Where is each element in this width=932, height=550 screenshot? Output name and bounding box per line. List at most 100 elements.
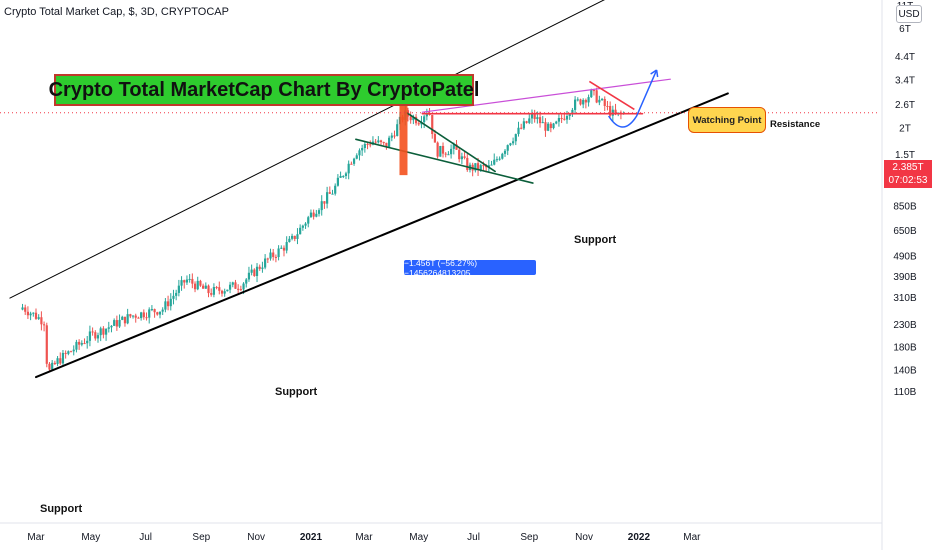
candle-body	[148, 309, 151, 318]
candle-body	[533, 113, 536, 120]
candle-body	[412, 116, 415, 121]
candle-body	[301, 225, 304, 228]
candle-body	[355, 155, 358, 159]
candle-body	[134, 315, 137, 318]
candle-body	[183, 280, 186, 283]
candle-body	[339, 176, 342, 178]
candle-body	[568, 114, 571, 117]
candle-body	[255, 266, 259, 277]
currency-button[interactable]: USD	[896, 5, 922, 23]
candle-body	[245, 279, 248, 284]
candle-body	[91, 331, 94, 333]
y-tick-label: 650B	[893, 226, 917, 237]
candle-body	[307, 217, 310, 224]
candle-body	[433, 133, 437, 143]
candle-body	[150, 309, 154, 311]
candle-body	[56, 358, 59, 365]
candle-body	[193, 283, 197, 290]
candle-body	[352, 158, 356, 164]
candle-body	[145, 317, 148, 319]
candle-body	[299, 227, 302, 235]
candle-body	[158, 311, 162, 315]
x-tick-label: 2021	[300, 532, 323, 543]
candle-body	[320, 201, 323, 211]
candle-body	[212, 287, 216, 295]
candle-body	[390, 135, 393, 138]
candle-body	[72, 349, 75, 352]
candle-body	[463, 156, 466, 158]
candle-body	[123, 316, 127, 324]
candle-body	[177, 285, 180, 293]
watching-point-pointer	[588, 80, 635, 111]
candle-body	[579, 99, 582, 105]
y-tick-label: 2T	[899, 124, 911, 135]
wedge-upper-line	[406, 112, 496, 173]
candle-body	[614, 109, 617, 114]
candle-body	[202, 285, 205, 289]
y-tick-label: 3.4T	[895, 76, 915, 87]
candle-body	[582, 99, 585, 105]
candle-body	[490, 164, 493, 166]
candle-body	[336, 177, 339, 186]
candle-body	[600, 98, 604, 100]
candle-body	[587, 97, 590, 103]
candle-body	[80, 343, 83, 345]
candle-body	[479, 165, 482, 170]
candle-body	[21, 307, 24, 310]
support-label-1: Support	[40, 503, 83, 515]
candle-body	[26, 311, 30, 316]
y-tick-label: 490B	[893, 252, 917, 263]
candle-body	[42, 324, 46, 326]
candle-body	[277, 248, 280, 258]
candle-body	[247, 272, 251, 280]
candle-body	[237, 288, 240, 290]
candle-body	[609, 106, 612, 116]
candle-body	[126, 314, 129, 324]
candle-body	[137, 317, 140, 319]
candle-body	[53, 362, 56, 365]
candle-body	[584, 99, 587, 103]
candle-body	[67, 351, 70, 354]
candle-body	[164, 301, 167, 310]
y-tick-label: 2.6T	[895, 100, 915, 111]
candle-body	[452, 144, 455, 149]
candle-body	[64, 352, 67, 354]
resistance-label: Resistance	[770, 119, 821, 130]
candle-body	[323, 201, 326, 204]
candle-body	[522, 121, 525, 129]
wedge-lower-line	[355, 138, 534, 184]
candle-body	[239, 289, 242, 291]
candle-body	[86, 340, 89, 344]
candle-body	[560, 118, 563, 120]
candle-body	[606, 105, 609, 107]
candle-body	[115, 320, 118, 327]
candle-body	[272, 252, 275, 257]
candle-body	[441, 145, 445, 154]
candle-body	[129, 314, 132, 317]
candle-body	[498, 158, 501, 160]
candle-body	[196, 280, 199, 290]
candle-body	[525, 121, 528, 123]
bar-countdown: 07:02:53	[888, 175, 928, 186]
candle-body	[269, 252, 272, 259]
candle-body	[603, 98, 606, 106]
candle-body	[501, 153, 504, 159]
candle-body	[369, 144, 372, 146]
x-tick-label: Mar	[683, 532, 701, 543]
candle-body	[342, 175, 345, 177]
candle-body	[350, 163, 353, 165]
candle-body	[565, 116, 569, 120]
candle-body	[69, 351, 73, 353]
candle-body	[514, 134, 517, 142]
candle-body	[59, 358, 62, 364]
candle-body	[280, 247, 283, 249]
candle-body	[460, 156, 463, 160]
candle-body	[409, 116, 412, 121]
x-tick-label: May	[409, 532, 428, 543]
chart-banner: Crypto Total MarketCap Chart By CryptoPa…	[49, 74, 479, 106]
candle-body	[304, 223, 307, 226]
candle-body	[517, 127, 520, 135]
candle-body	[99, 328, 102, 336]
candle-body	[288, 238, 291, 243]
candle-body	[185, 279, 189, 283]
